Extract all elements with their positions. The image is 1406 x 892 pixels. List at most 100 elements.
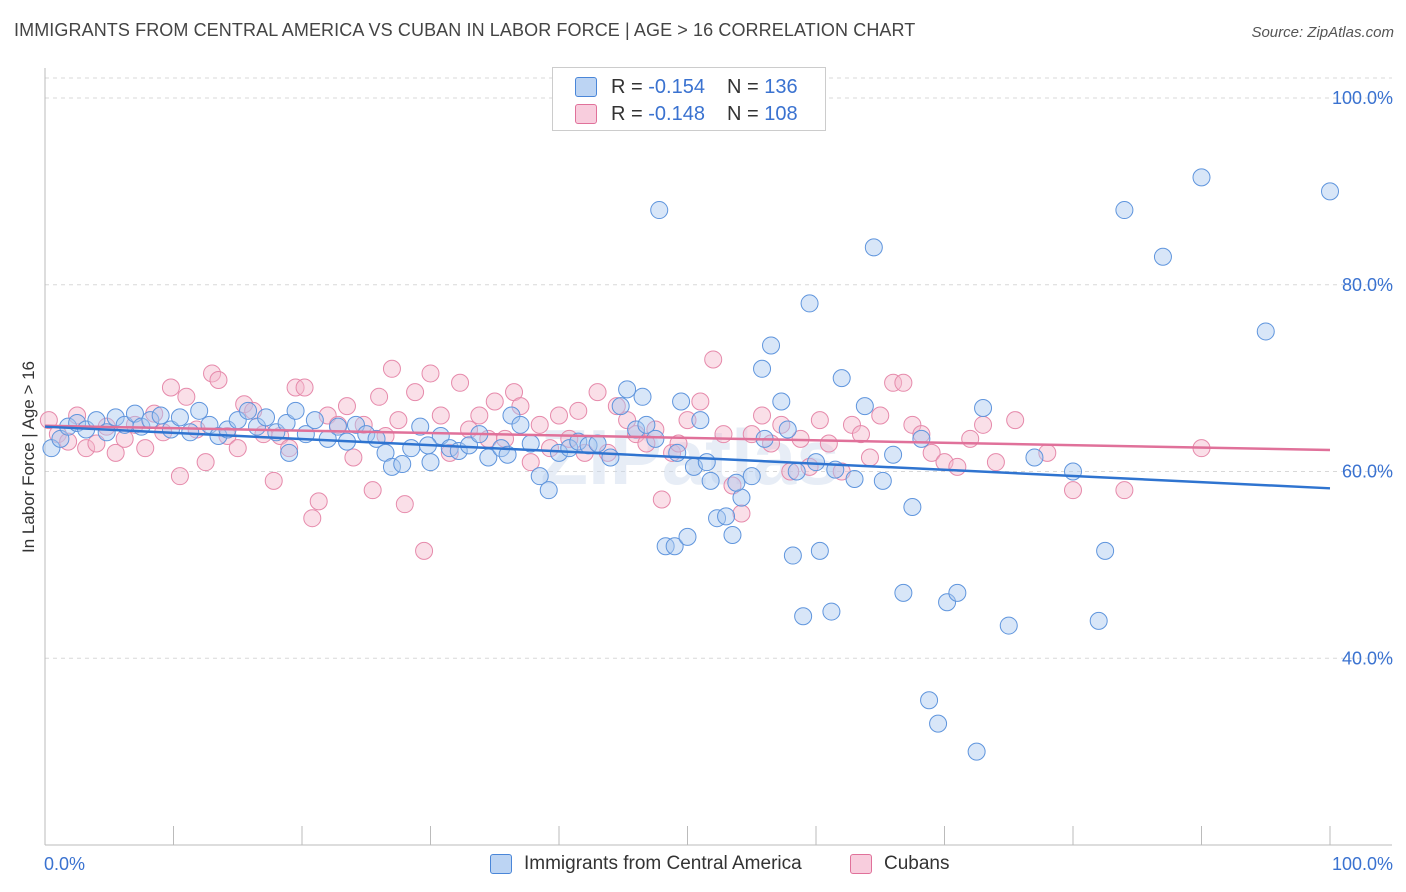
cubans-point bbox=[196, 453, 215, 472]
cubans-point bbox=[344, 448, 363, 467]
central-america-point bbox=[948, 583, 967, 602]
trend-lines bbox=[44, 424, 1331, 490]
bottom-legend-swatch-pink bbox=[850, 854, 872, 874]
cubans-point bbox=[303, 509, 322, 528]
cubans-point bbox=[87, 434, 106, 453]
central-america-point bbox=[411, 417, 430, 436]
cubans-point bbox=[627, 425, 646, 444]
central-america-point bbox=[633, 387, 652, 406]
bottom-legend-central-america: Immigrants from Central America bbox=[490, 851, 802, 877]
central-america-point bbox=[151, 406, 170, 425]
cubans-point bbox=[309, 492, 328, 511]
bottom-legend-label: Immigrants from Central America bbox=[524, 853, 802, 874]
central-america-point bbox=[697, 453, 716, 472]
central-america-point bbox=[920, 691, 939, 710]
y-tick-label: 80.0% bbox=[1342, 275, 1393, 295]
central-america-point bbox=[864, 238, 883, 257]
central-america-point bbox=[305, 411, 324, 430]
cubans-point bbox=[77, 439, 96, 458]
cubans-point bbox=[264, 471, 283, 490]
central-america-point bbox=[668, 443, 687, 462]
legend-swatch-central-america bbox=[575, 77, 597, 97]
cubans-point bbox=[704, 350, 723, 369]
legend-r-value: -0.154 bbox=[648, 75, 705, 98]
central-america-point bbox=[1025, 448, 1044, 467]
central-america-point bbox=[929, 714, 948, 733]
cubans-point bbox=[382, 359, 401, 378]
central-america-point bbox=[1321, 182, 1339, 201]
cubans-point bbox=[415, 541, 434, 560]
legend-r-label: R = bbox=[611, 75, 643, 98]
tick-labels: 40.0% 60.0% 80.0% 100.0% 0.0% 100.0% bbox=[44, 88, 1393, 874]
central-america-point bbox=[845, 469, 864, 488]
cubans-point bbox=[1115, 481, 1134, 500]
cubans-point bbox=[961, 429, 980, 448]
central-america-point bbox=[42, 439, 61, 458]
cubans-point bbox=[209, 371, 228, 389]
central-america-point bbox=[727, 473, 746, 492]
central-america-point bbox=[701, 471, 720, 490]
cubans-point bbox=[903, 415, 922, 434]
cubans-point bbox=[228, 439, 247, 458]
central-america-point bbox=[778, 420, 797, 439]
central-america-point bbox=[884, 445, 903, 464]
central-america-point bbox=[1192, 168, 1211, 187]
central-america-point bbox=[772, 392, 791, 411]
chart-title: IMMIGRANTS FROM CENTRAL AMERICA VS CUBAN… bbox=[14, 20, 916, 40]
cubans-point bbox=[521, 453, 540, 472]
cubans-point bbox=[295, 378, 314, 397]
central-america-point bbox=[894, 583, 913, 602]
cubans-point bbox=[389, 411, 408, 430]
central-america-point bbox=[1256, 322, 1275, 341]
cubans-point bbox=[772, 415, 791, 434]
cubans-point bbox=[860, 448, 879, 467]
central-america-point bbox=[280, 443, 299, 462]
central-america-point bbox=[650, 201, 669, 220]
cubans-point bbox=[550, 406, 568, 425]
cubans-point bbox=[884, 373, 903, 392]
cubans-point bbox=[948, 457, 967, 476]
central-america-point bbox=[787, 462, 806, 481]
legend-row-central-america: R = -0.154 N = 136 bbox=[575, 74, 798, 100]
cubans-point bbox=[280, 439, 299, 458]
central-america-point bbox=[717, 507, 736, 526]
central-america-point bbox=[822, 602, 841, 621]
central-america-point bbox=[800, 294, 819, 313]
legend-row-cubans: R = -0.148 N = 108 bbox=[575, 101, 798, 127]
central-america-point bbox=[611, 397, 630, 416]
legend-n-value: 136 bbox=[764, 75, 798, 98]
cubans-point bbox=[136, 439, 155, 458]
cubans-point bbox=[431, 406, 450, 425]
central-america-point bbox=[498, 445, 517, 464]
cubans-point bbox=[637, 434, 656, 453]
central-america-point bbox=[460, 436, 479, 455]
cubans-point bbox=[370, 387, 389, 406]
cubans-point bbox=[440, 443, 459, 462]
cubans-point bbox=[530, 415, 549, 434]
central-america-point bbox=[601, 448, 620, 467]
cubans-point bbox=[607, 397, 626, 416]
central-america-point bbox=[286, 401, 305, 420]
central-america-point bbox=[646, 429, 665, 448]
central-america-point bbox=[382, 457, 401, 476]
cubans-point bbox=[819, 434, 838, 453]
legend-r-label: R = bbox=[611, 102, 643, 125]
cubans-point bbox=[1064, 481, 1082, 500]
central-america-point bbox=[974, 399, 993, 418]
cubans-point bbox=[986, 453, 1005, 472]
y-axis-label: In Labor Force | Age > 16 bbox=[19, 361, 38, 553]
cubans-point bbox=[106, 443, 125, 462]
cubans-point bbox=[652, 490, 671, 509]
central-america-point bbox=[708, 509, 727, 528]
central-america-point bbox=[511, 415, 530, 434]
central-america-point bbox=[742, 467, 761, 486]
central-america-point bbox=[346, 415, 365, 434]
central-america-point bbox=[873, 471, 892, 490]
cubans-point bbox=[922, 443, 941, 462]
source-label: Source: ZipAtlas.com bbox=[1251, 24, 1394, 41]
cubans-point bbox=[203, 364, 222, 383]
central-america-point bbox=[732, 488, 751, 507]
central-america-points bbox=[42, 168, 1339, 761]
central-america-point bbox=[665, 537, 684, 556]
